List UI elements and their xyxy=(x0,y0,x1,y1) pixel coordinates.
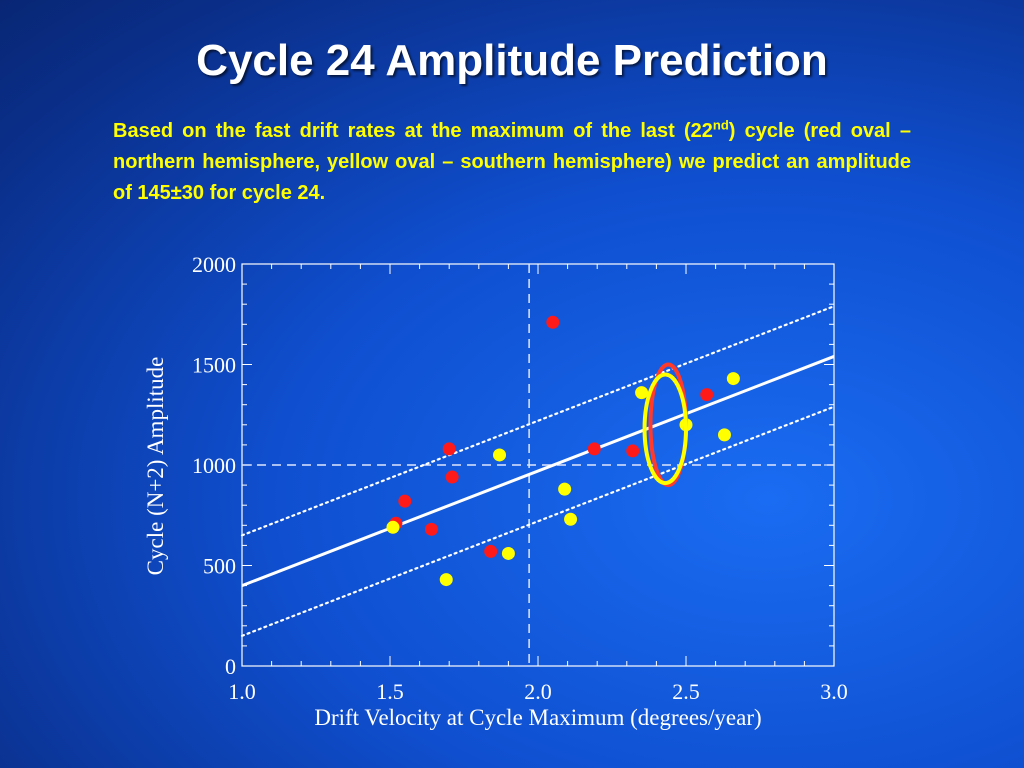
y-axis-label: Cycle (N+2) Amplitude xyxy=(143,357,168,576)
southern-hemisphere-point xyxy=(501,546,515,560)
northern-hemisphere-point xyxy=(442,442,456,456)
northern-hemisphere-point xyxy=(424,522,438,536)
y-tick-label: 2000 xyxy=(192,252,236,277)
x-tick-label: 1.5 xyxy=(376,679,404,704)
upper-bound-line xyxy=(240,305,836,537)
southern-hemisphere-point xyxy=(717,428,731,442)
southern-hemisphere-point xyxy=(439,573,453,587)
northern-hemisphere-point xyxy=(398,494,412,508)
northern-hemisphere-point xyxy=(587,442,601,456)
axis-ticks xyxy=(241,263,835,667)
northern-hemisphere-point xyxy=(445,470,459,484)
northern-hemisphere-point xyxy=(546,315,560,329)
x-tick-label: 2.0 xyxy=(524,679,552,704)
lower-bound-line xyxy=(240,405,836,637)
fit-line xyxy=(241,355,835,587)
southern-hemisphere-point xyxy=(564,512,578,526)
southern-hemisphere-point xyxy=(726,372,740,386)
fit-lines xyxy=(240,305,836,637)
caption-text-2: ) cycle (red oval – northern hemisphere,… xyxy=(113,120,911,204)
x-tick-label: 1.0 xyxy=(228,679,256,704)
slide-caption: Based on the fast drift rates at the max… xyxy=(113,116,911,209)
tick-labels: 1.0 1.5 2.0 2.5 3.0 0 500 1000 1500 2000 xyxy=(192,252,848,704)
y-tick-label: 1000 xyxy=(192,453,236,478)
reference-lines xyxy=(242,264,834,666)
southern-hemisphere-point xyxy=(386,520,400,534)
northern-hemisphere-point xyxy=(626,444,640,458)
x-tick-label: 2.5 xyxy=(672,679,700,704)
southern-hemisphere-point xyxy=(493,448,507,462)
northern-hemisphere-point xyxy=(484,544,498,558)
caption-text-1: Based on the fast drift rates at the max… xyxy=(113,120,713,142)
data-points xyxy=(386,315,740,587)
caption-superscript: nd xyxy=(712,117,729,133)
southern-hemisphere-point xyxy=(558,482,572,496)
highlight-ovals xyxy=(642,362,689,488)
y-tick-label: 1500 xyxy=(192,353,236,378)
southern-hemisphere-oval xyxy=(642,372,689,486)
slide-title: Cycle 24 Amplitude Prediction xyxy=(196,36,828,85)
y-tick-label: 500 xyxy=(203,554,236,579)
southern-hemisphere-point xyxy=(635,386,649,400)
x-tick-label: 3.0 xyxy=(820,679,848,704)
x-axis-label: Drift Velocity at Cycle Maximum (degrees… xyxy=(314,705,761,730)
northern-hemisphere-point xyxy=(700,388,714,402)
y-tick-label: 0 xyxy=(225,654,236,679)
